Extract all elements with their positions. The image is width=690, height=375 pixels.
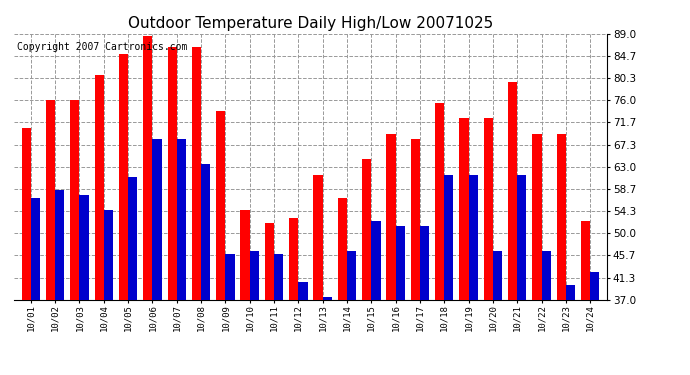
Bar	[177, 139, 186, 300]
Bar	[411, 139, 420, 300]
Bar	[289, 218, 298, 300]
Bar	[70, 100, 79, 300]
Bar	[144, 36, 152, 300]
Bar	[518, 174, 526, 300]
Bar	[420, 226, 429, 300]
Bar	[337, 198, 347, 300]
Bar	[508, 82, 518, 300]
Bar	[347, 251, 356, 300]
Bar	[395, 226, 405, 300]
Bar	[128, 177, 137, 300]
Bar	[484, 118, 493, 300]
Bar	[460, 118, 469, 300]
Bar	[201, 164, 210, 300]
Bar	[371, 220, 381, 300]
Bar	[95, 75, 103, 300]
Bar	[21, 129, 31, 300]
Bar	[590, 272, 600, 300]
Bar	[444, 174, 453, 300]
Bar	[435, 103, 444, 300]
Title: Outdoor Temperature Daily High/Low 20071025: Outdoor Temperature Daily High/Low 20071…	[128, 16, 493, 31]
Bar	[55, 190, 64, 300]
Bar	[168, 46, 177, 300]
Bar	[79, 195, 89, 300]
Bar	[566, 285, 575, 300]
Bar	[362, 159, 371, 300]
Bar	[532, 134, 542, 300]
Bar	[192, 46, 201, 300]
Bar	[216, 111, 226, 300]
Bar	[469, 174, 477, 300]
Text: Copyright 2007 Cartronics.com: Copyright 2007 Cartronics.com	[17, 42, 187, 52]
Bar	[323, 297, 332, 300]
Bar	[240, 210, 250, 300]
Bar	[152, 139, 161, 300]
Bar	[250, 251, 259, 300]
Bar	[298, 282, 308, 300]
Bar	[119, 54, 128, 300]
Bar	[557, 134, 566, 300]
Bar	[542, 251, 551, 300]
Bar	[581, 220, 590, 300]
Bar	[493, 251, 502, 300]
Bar	[226, 254, 235, 300]
Bar	[104, 210, 113, 300]
Bar	[46, 100, 55, 300]
Bar	[31, 198, 40, 300]
Bar	[265, 223, 274, 300]
Bar	[386, 134, 395, 300]
Bar	[274, 254, 284, 300]
Bar	[313, 174, 323, 300]
